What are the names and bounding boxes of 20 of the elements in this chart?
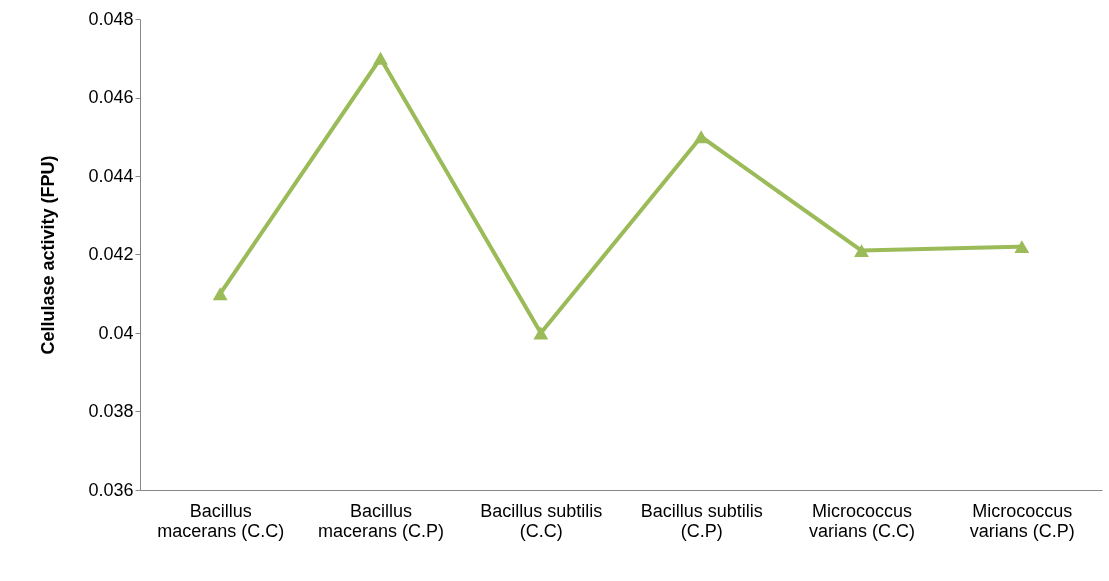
y-tick-label: 0.044 xyxy=(88,165,134,186)
y-tick-label: 0.038 xyxy=(88,401,134,421)
point xyxy=(854,244,869,257)
y-tick-label: 0.046 xyxy=(88,87,134,107)
x-tick-label: Bacillus subtilis (C.P) xyxy=(640,500,763,541)
x-tick-label: Micrococcus varians (C.C) xyxy=(808,500,916,541)
x-tick-label: Bacillus macerans (C.P) xyxy=(317,500,445,541)
point xyxy=(373,51,388,65)
y-tick-label: 0.036 xyxy=(88,479,134,500)
y-tick-label: 0.042 xyxy=(88,244,134,264)
x-tick-label: Bacillus subtilis (C.C) xyxy=(480,500,603,541)
y-tick-label: 0.048 xyxy=(88,8,134,29)
point xyxy=(1014,240,1030,254)
y-axis-title: Cellulase activity (FPU) xyxy=(38,155,59,355)
point xyxy=(533,326,549,340)
x-tick-label: Bacillus macerans (C.C) xyxy=(157,500,285,541)
point xyxy=(693,130,709,144)
x-tick-label: Micrococcus varians (C.P) xyxy=(969,500,1075,541)
point xyxy=(212,287,228,301)
y-tick-label: 0.04 xyxy=(98,322,134,343)
